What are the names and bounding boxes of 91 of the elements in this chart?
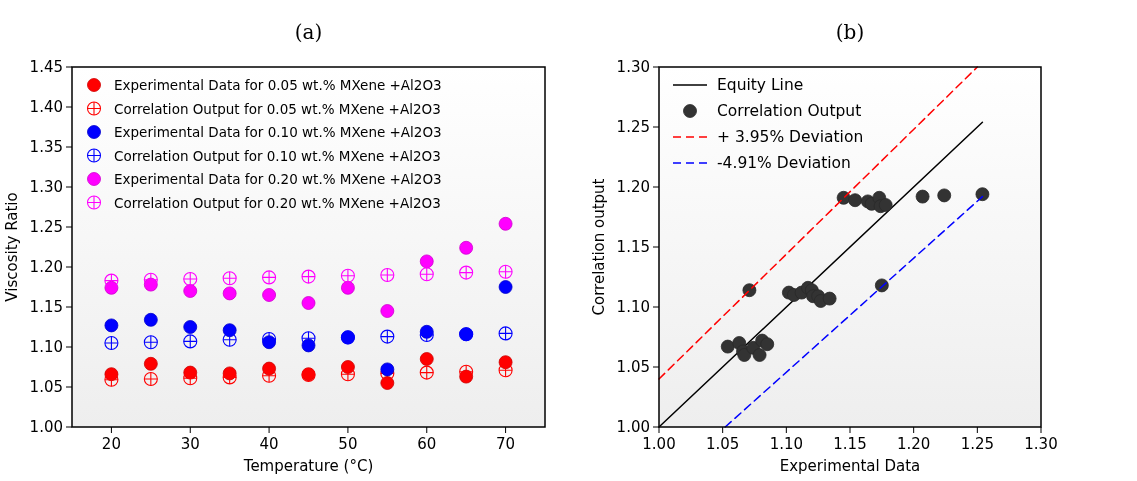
point bbox=[341, 280, 355, 295]
point bbox=[104, 318, 119, 333]
point bbox=[459, 265, 474, 280]
legend-label: Equity Line bbox=[717, 76, 804, 94]
point bbox=[822, 291, 837, 306]
point bbox=[915, 189, 930, 204]
x-tick-label: 30 bbox=[180, 435, 200, 453]
y-tick-label: 1.10 bbox=[616, 298, 650, 316]
point bbox=[752, 348, 767, 362]
point bbox=[222, 271, 237, 286]
point bbox=[878, 198, 893, 212]
y-tick-label: 1.05 bbox=[29, 378, 63, 396]
x-tick-label: 40 bbox=[259, 435, 279, 453]
y-tick-label: 1.30 bbox=[29, 178, 63, 196]
legend-label: Correlation Output bbox=[717, 102, 862, 120]
y-tick-label: 1.25 bbox=[29, 218, 63, 236]
chart-title: (a) bbox=[294, 20, 323, 44]
legend-label: Correlation Output for 0.10 wt.% MXene +Al2O3 bbox=[114, 147, 441, 164]
x-axis-title: Experimental Data bbox=[779, 457, 921, 475]
point bbox=[975, 187, 990, 202]
y-tick-label: 1.20 bbox=[616, 178, 650, 196]
point bbox=[104, 335, 119, 351]
legend-label: + 3.95% Deviation bbox=[717, 128, 864, 146]
y-tick-label: 1.25 bbox=[616, 118, 650, 136]
x-tick-label: 1.30 bbox=[1024, 435, 1058, 453]
point bbox=[183, 334, 198, 349]
legend-label: Experimental Data for 0.20 wt.% MXene +Al2O3 bbox=[114, 171, 442, 187]
chart-title: (b) bbox=[835, 20, 865, 44]
y-axis-title: Correlation output bbox=[590, 178, 608, 316]
x-tick-label: 1.25 bbox=[960, 435, 995, 453]
y-tick-label: 1.10 bbox=[29, 338, 63, 356]
point bbox=[222, 286, 237, 301]
legend-label: Experimental Data for 0.05 wt.% MXene +Al2O3 bbox=[114, 77, 442, 93]
point bbox=[301, 269, 316, 284]
point bbox=[498, 280, 513, 294]
x-tick-label: 70 bbox=[496, 435, 516, 453]
point bbox=[419, 352, 434, 366]
y-tick-label: 1.45 bbox=[29, 58, 63, 76]
point bbox=[498, 264, 513, 279]
x-tick-label: 1.20 bbox=[896, 435, 931, 453]
point bbox=[380, 304, 395, 318]
point bbox=[419, 267, 434, 282]
point bbox=[143, 335, 158, 350]
point bbox=[183, 320, 198, 334]
x-tick-label: 20 bbox=[101, 435, 121, 453]
point bbox=[760, 337, 775, 352]
x-tick-label: 50 bbox=[338, 435, 358, 453]
point bbox=[848, 193, 862, 208]
point bbox=[380, 267, 395, 283]
y-axis-title: Viscosity Ratio bbox=[3, 192, 21, 302]
legend-label: Correlation Output for 0.05 wt.% MXene +Al2O3 bbox=[114, 100, 441, 117]
point bbox=[301, 296, 316, 310]
point bbox=[262, 270, 277, 285]
point bbox=[742, 283, 757, 298]
x-tick-label: 1.00 bbox=[642, 435, 676, 453]
legend-label: -4.91% Deviation bbox=[717, 154, 851, 172]
point bbox=[143, 312, 158, 327]
x-tick-label: 1.10 bbox=[769, 435, 804, 453]
y-tick-label: 1.00 bbox=[616, 418, 650, 436]
point bbox=[498, 216, 513, 231]
y-tick-label: 1.15 bbox=[616, 238, 650, 256]
x-axis-title: Temperature (°C) bbox=[242, 457, 374, 475]
point bbox=[498, 363, 513, 378]
point bbox=[183, 284, 198, 298]
point bbox=[720, 339, 735, 354]
y-tick-label: 1.05 bbox=[616, 358, 650, 376]
legend-label: Experimental Data for 0.10 wt.% MXene +Al2O3 bbox=[114, 124, 442, 140]
y-tick-label: 1.20 bbox=[29, 258, 63, 276]
y-tick-label: 1.15 bbox=[29, 298, 63, 316]
point bbox=[380, 329, 395, 344]
y-tick-label: 1.40 bbox=[29, 98, 63, 116]
x-tick-label: 1.15 bbox=[833, 435, 867, 453]
point bbox=[143, 356, 158, 371]
x-tick-label: 1.05 bbox=[705, 435, 740, 453]
point bbox=[380, 362, 395, 377]
point bbox=[222, 332, 237, 347]
point bbox=[459, 240, 474, 255]
point bbox=[340, 268, 355, 283]
point bbox=[498, 326, 513, 341]
point bbox=[143, 371, 158, 387]
x-tick-label: 60 bbox=[417, 435, 437, 453]
point bbox=[419, 365, 434, 380]
y-tick-label: 1.35 bbox=[29, 138, 63, 156]
y-tick-label: 1.30 bbox=[616, 58, 650, 76]
point bbox=[937, 188, 952, 203]
point bbox=[419, 254, 434, 269]
legend-label: Correlation Output for 0.20 wt.% MXene +Al2O3 bbox=[114, 194, 441, 211]
point bbox=[183, 271, 198, 287]
point bbox=[262, 288, 276, 302]
y-tick-label: 1.00 bbox=[29, 418, 63, 436]
point bbox=[737, 348, 752, 362]
